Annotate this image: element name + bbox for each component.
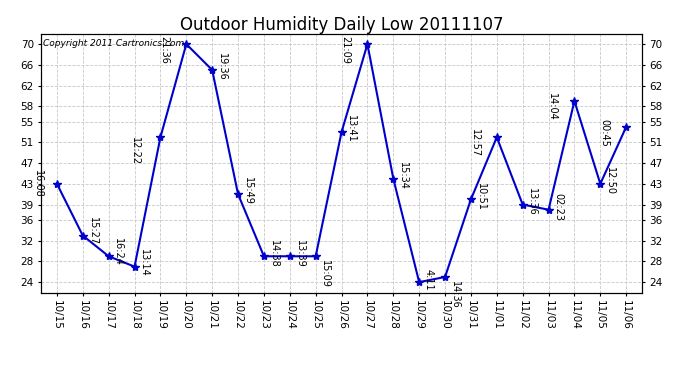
Text: 21:09: 21:09 bbox=[340, 36, 351, 64]
Title: Outdoor Humidity Daily Low 20111107: Outdoor Humidity Daily Low 20111107 bbox=[180, 16, 503, 34]
Text: 13:39: 13:39 bbox=[295, 240, 304, 267]
Text: 13:36: 13:36 bbox=[527, 188, 538, 216]
Text: 19:36: 19:36 bbox=[217, 53, 227, 81]
Text: 00:45: 00:45 bbox=[599, 118, 609, 146]
Text: 16:08: 16:08 bbox=[32, 170, 43, 198]
Text: 14:36: 14:36 bbox=[450, 281, 460, 309]
Text: 16:24: 16:24 bbox=[113, 238, 124, 266]
Text: 13:14: 13:14 bbox=[139, 249, 149, 276]
Text: Copyright 2011 Cartronics.com: Copyright 2011 Cartronics.com bbox=[43, 39, 184, 48]
Text: 14:04: 14:04 bbox=[547, 93, 558, 120]
Text: 21:36: 21:36 bbox=[159, 36, 169, 64]
Text: 15:09: 15:09 bbox=[320, 260, 331, 288]
Text: 12:22: 12:22 bbox=[130, 137, 141, 165]
Text: 14:38: 14:38 bbox=[268, 240, 279, 267]
Text: 12:50: 12:50 bbox=[605, 167, 615, 195]
Text: 02:23: 02:23 bbox=[553, 193, 563, 221]
Text: 12:57: 12:57 bbox=[470, 129, 480, 157]
Text: 10:51: 10:51 bbox=[475, 183, 486, 210]
Text: 13:41: 13:41 bbox=[346, 116, 356, 143]
Text: 4:11: 4:11 bbox=[424, 268, 434, 290]
Text: 15:27: 15:27 bbox=[88, 217, 97, 246]
Text: 15:49: 15:49 bbox=[243, 177, 253, 206]
Text: 15:34: 15:34 bbox=[398, 162, 408, 190]
